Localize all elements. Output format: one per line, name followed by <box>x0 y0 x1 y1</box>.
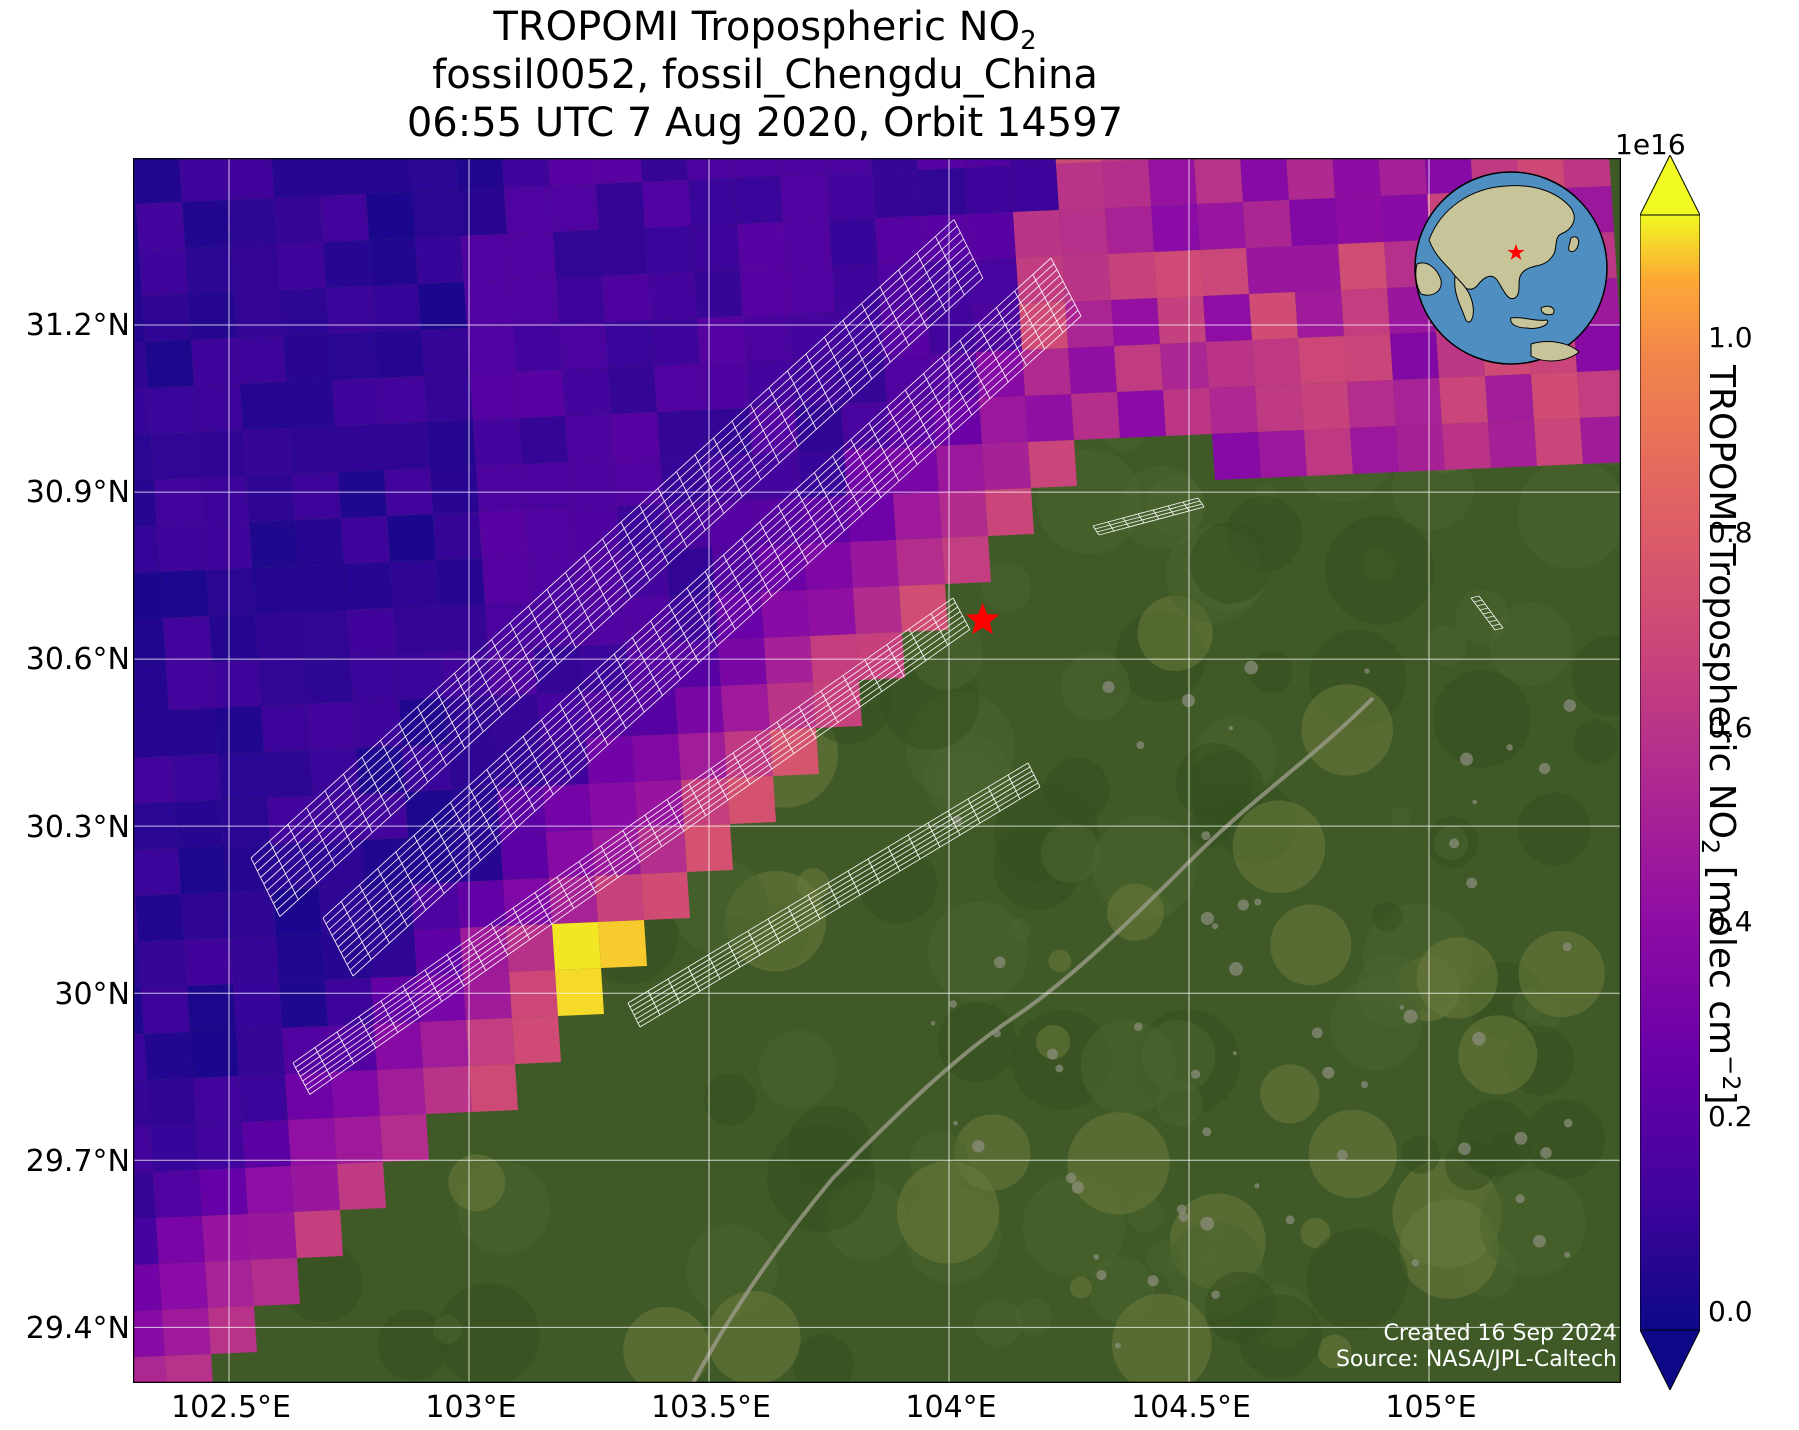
colorbar-tick-label: 0.2 <box>1708 1100 1753 1133</box>
graticule-lines <box>133 158 1621 1383</box>
globe-australia-land <box>1530 341 1580 362</box>
lat-tick-label: 31.2°N <box>25 308 130 343</box>
title-line-2: fossil0052, fossil_Chengdu_China <box>432 52 1098 98</box>
globe-india-land <box>1454 274 1474 323</box>
colorbar <box>1640 155 1700 1390</box>
source-credit: Source: NASA/JPL-Caltech <box>1335 1347 1617 1372</box>
lat-tick-label: 30.3°N <box>25 810 130 845</box>
colorbar-extend-bottom <box>1640 1329 1700 1390</box>
star-marker[interactable] <box>966 602 1000 635</box>
lon-tick-label: 104°E <box>905 1390 997 1425</box>
lon-tick-label: 105°E <box>1385 1390 1477 1425</box>
lon-tick-label: 104.5°E <box>1131 1390 1251 1425</box>
title-line-1: TROPOMI Tropospheric NO2 <box>493 4 1037 56</box>
map-border <box>133 158 1621 1383</box>
lon-tick-label: 103.5°E <box>651 1390 771 1425</box>
lat-tick-label: 29.7°N <box>25 1144 130 1179</box>
colorbar-tick-label: 0.6 <box>1708 711 1753 744</box>
colorbar-tick-label: 0.8 <box>1708 516 1753 549</box>
colorbar-tick-label: 1.0 <box>1708 321 1753 354</box>
lat-tick-label: 29.4°N <box>25 1311 130 1346</box>
globe-asia-land <box>1428 185 1575 300</box>
map-panel[interactable] <box>133 158 1621 1383</box>
title-line-3: 06:55 UTC 7 Aug 2020, Orbit 14597 <box>406 100 1124 146</box>
colorbar-tick-label: 0.0 <box>1708 1295 1753 1328</box>
colorbar-scale-label: 1e16 <box>1615 128 1686 161</box>
colorbar-axis-label: TROPOMI Tropospheric NO2 [molec cm−2] <box>1695 365 1745 1105</box>
colorbar-tick-label: 0.4 <box>1708 905 1753 938</box>
globe-target-star <box>1507 244 1525 260</box>
colorbar-body <box>1640 214 1700 1331</box>
lat-tick-label: 30.6°N <box>25 642 130 677</box>
globe-inset <box>1414 171 1608 365</box>
lon-tick-label: 102.5°E <box>171 1390 291 1425</box>
globe-arabia-land <box>1415 262 1442 296</box>
globe-japan-land <box>1568 236 1580 253</box>
lat-tick-label: 30.9°N <box>25 475 130 510</box>
swath-grid-outline <box>250 219 1504 1095</box>
lat-tick-label: 30°N <box>54 977 130 1012</box>
colorbar-extend-top <box>1640 155 1700 216</box>
globe-indonesia-land <box>1510 305 1555 329</box>
created-credit: Created 16 Sep 2024 <box>1383 1321 1618 1346</box>
lon-tick-label: 103°E <box>425 1390 517 1425</box>
